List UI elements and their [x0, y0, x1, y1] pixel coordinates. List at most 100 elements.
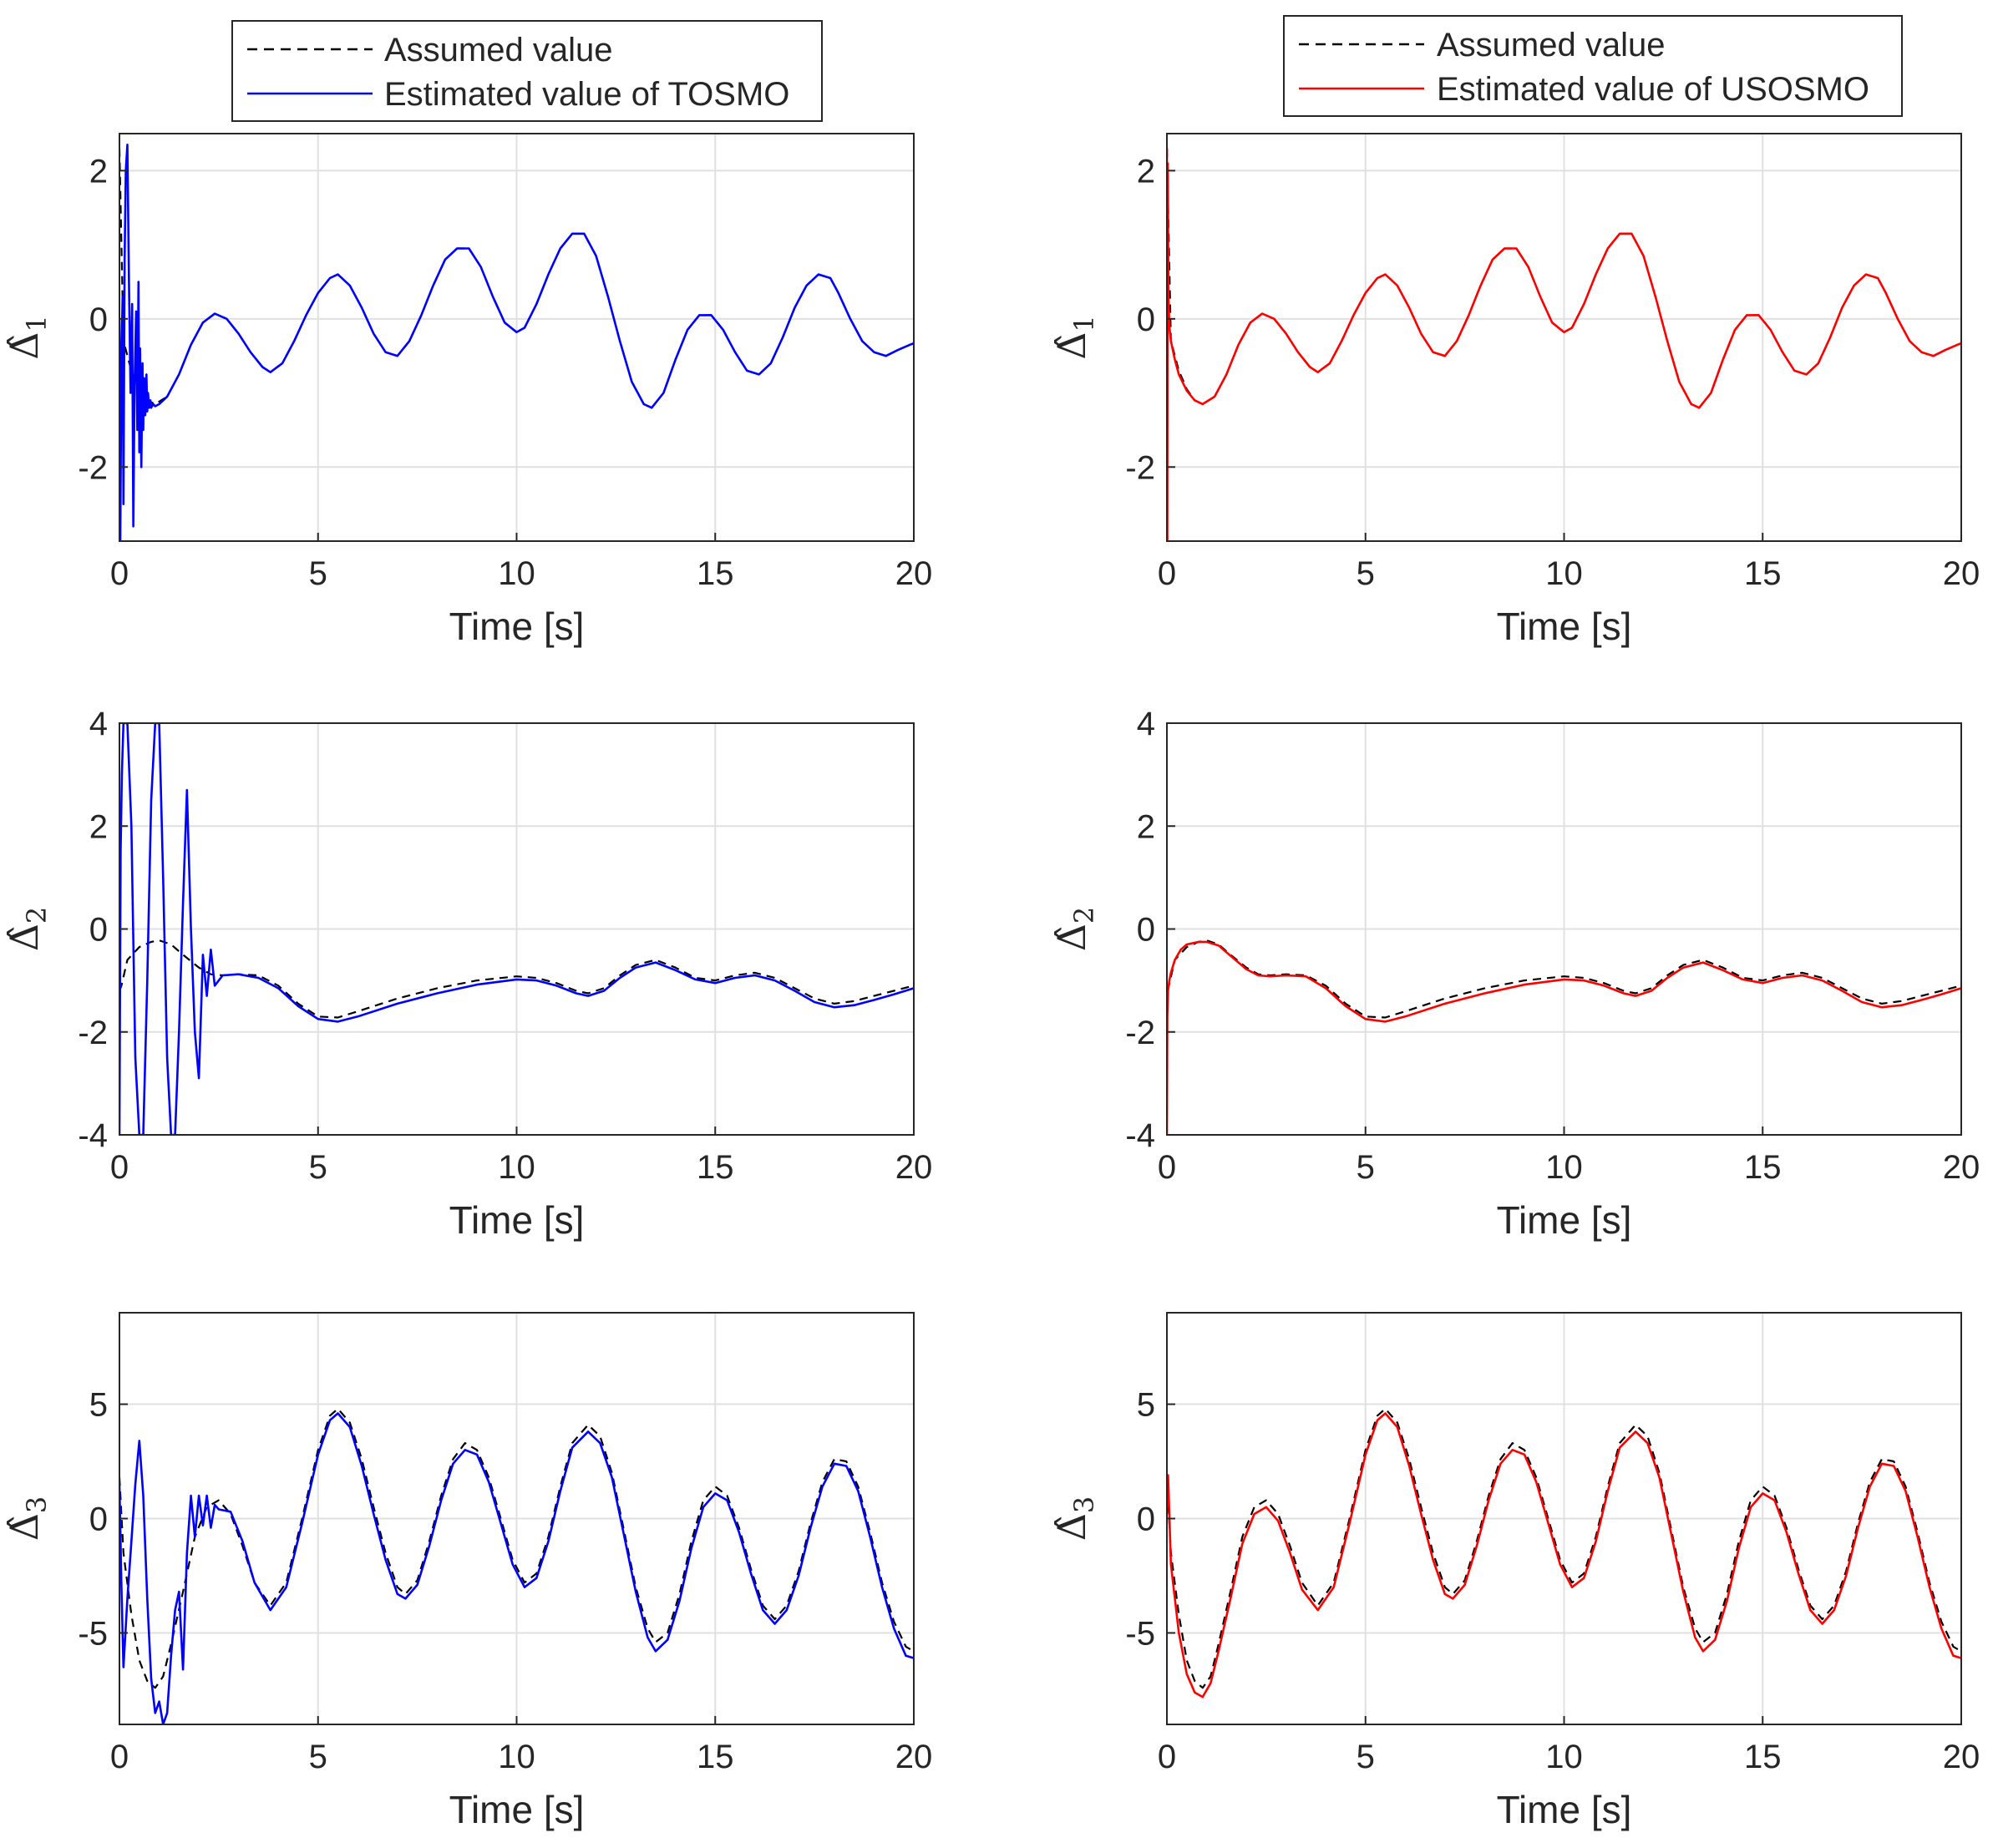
y-tick-label: 2	[1137, 153, 1155, 190]
y-tick-label: -5	[1125, 1615, 1155, 1652]
y-axis-label-subscript: 3	[21, 1496, 53, 1513]
series-group	[1167, 1407, 1961, 1699]
x-tick-label: 20	[1943, 1149, 1980, 1186]
y-axis-label: Δ̂3	[2, 1496, 53, 1542]
y-axis-label-symbol: Δ̂	[2, 332, 47, 360]
series-assumed-value	[119, 939, 914, 1019]
x-tick-label: 10	[1545, 1149, 1583, 1186]
series-estimated-value	[1167, 940, 1961, 1135]
x-tick-label: 15	[697, 1739, 734, 1775]
x-axis-label: Time [s]	[449, 1198, 585, 1242]
y-axis-label: Δ̂1	[2, 315, 53, 360]
x-tick-label: 0	[1158, 1149, 1176, 1186]
series-group	[119, 1407, 914, 1724]
x-tick-label: 5	[1357, 1149, 1375, 1186]
svg-text:Δ̂2: Δ̂2	[1049, 907, 1100, 952]
series-estimated-value	[1167, 148, 1961, 541]
x-tick-label: 0	[1158, 555, 1176, 592]
y-tick-label: -2	[1125, 1015, 1155, 1051]
x-tick-label: 0	[1158, 1739, 1176, 1775]
svg-text:Δ̂3: Δ̂3	[2, 1496, 53, 1542]
x-axis-label: Time [s]	[449, 605, 585, 648]
x-tick-label: 5	[1357, 555, 1375, 592]
series-assumed-value	[1167, 1407, 1961, 1689]
series-group	[119, 723, 914, 1135]
y-tick-label: 2	[89, 153, 108, 190]
series-estimated-value	[119, 144, 914, 541]
y-axis-label-subscript: 1	[21, 315, 53, 332]
series-estimated-value	[119, 723, 914, 1135]
x-axis-label: Time [s]	[1497, 1788, 1632, 1831]
x-tick-label: 0	[110, 1739, 129, 1775]
x-tick-label: 5	[309, 1149, 327, 1186]
y-tick-label: 2	[89, 808, 108, 845]
tick-labels: 0 5 10 15 20 -5 0 5	[1125, 1387, 1980, 1775]
series-group	[1167, 939, 1961, 1135]
series-estimated-value	[119, 1412, 914, 1724]
y-tick-label: 0	[89, 301, 108, 338]
y-axis-label: Δ̂2	[2, 907, 53, 952]
svg-text:Δ̂2: Δ̂2	[2, 907, 53, 952]
x-tick-label: 10	[1545, 1739, 1583, 1775]
y-tick-label: -4	[78, 1117, 108, 1154]
y-axis-label: Δ̂2	[1049, 907, 1100, 952]
legend-right: Assumed value Estimated value of USOSMO	[1283, 15, 1903, 117]
y-tick-label: 0	[89, 1501, 108, 1538]
y-axis-label-symbol: Δ̂	[1049, 332, 1094, 360]
legend-left-label-estimated: Estimated value of TOSMO	[384, 76, 789, 113]
x-tick-label: 20	[895, 555, 933, 592]
series-group	[1167, 148, 1961, 541]
x-tick-label: 20	[1943, 1739, 1980, 1775]
tick-labels: 0 5 10 15 20 -2 0 2	[1125, 153, 1980, 592]
y-tick-label: -2	[78, 449, 108, 486]
x-tick-label: 0	[110, 555, 129, 592]
series-assumed-value	[119, 1407, 914, 1689]
x-tick-label: 15	[1744, 555, 1782, 592]
x-tick-label: 20	[895, 1149, 933, 1186]
x-tick-label: 10	[498, 555, 535, 592]
x-tick-label: 15	[1744, 1739, 1782, 1775]
y-tick-label: 0	[1137, 301, 1155, 338]
y-tick-label: -2	[78, 1015, 108, 1051]
y-axis-label: Δ̂3	[1049, 1496, 1100, 1542]
x-axis-label: Time [s]	[449, 1788, 585, 1831]
y-tick-label: -5	[78, 1615, 108, 1652]
x-axis-label: Time [s]	[1497, 605, 1632, 648]
legend-left-label-assumed: Assumed value	[384, 32, 612, 68]
series-group	[119, 144, 914, 541]
y-tick-label: 4	[89, 706, 108, 742]
y-axis-label-subscript: 2	[21, 907, 53, 924]
y-axis-label-subscript: 1	[1068, 315, 1100, 332]
panel-delta1-tosmo: 0 5 10 15 20 -2 0 2 Time [s] Δ̂1	[2, 133, 933, 648]
x-tick-label: 10	[498, 1739, 535, 1775]
y-axis-label-symbol: Δ̂	[1049, 1513, 1094, 1541]
x-tick-label: 5	[309, 1739, 327, 1775]
y-tick-label: 4	[1137, 706, 1155, 742]
x-tick-label: 10	[1545, 555, 1583, 592]
x-tick-label: 5	[309, 555, 327, 592]
x-tick-label: 20	[895, 1739, 933, 1775]
tick-labels: 0 5 10 15 20 -5 0 5	[78, 1387, 932, 1775]
tick-labels: 0 5 10 15 20 -4 -2 0 2 4	[78, 706, 932, 1186]
x-tick-label: 15	[1744, 1149, 1782, 1186]
legend-right-label-estimated: Estimated value of USOSMO	[1437, 71, 1869, 108]
y-tick-label: 2	[1137, 808, 1155, 845]
svg-text:Δ̂1: Δ̂1	[1049, 315, 1100, 360]
y-tick-label: 0	[1137, 912, 1155, 949]
x-tick-label: 10	[498, 1149, 535, 1186]
panel-delta3-tosmo: 0 5 10 15 20 -5 0 5 Time [s] Δ̂3	[2, 1312, 932, 1831]
x-tick-label: 0	[110, 1149, 129, 1186]
series-estimated-value	[1167, 1412, 1961, 1699]
panel-delta1-usosmo: 0 5 10 15 20 -2 0 2 Time [s] Δ̂1	[1049, 133, 1980, 648]
y-tick-label: -2	[1125, 449, 1155, 486]
y-axis-label-subscript: 2	[1068, 907, 1100, 924]
y-tick-label: 0	[1137, 1501, 1155, 1538]
y-axis-label-symbol: Δ̂	[2, 924, 47, 951]
x-tick-label: 15	[697, 1149, 734, 1186]
y-tick-label: 5	[89, 1387, 108, 1424]
y-tick-label: -4	[1125, 1117, 1155, 1154]
y-tick-label: 0	[89, 912, 108, 949]
